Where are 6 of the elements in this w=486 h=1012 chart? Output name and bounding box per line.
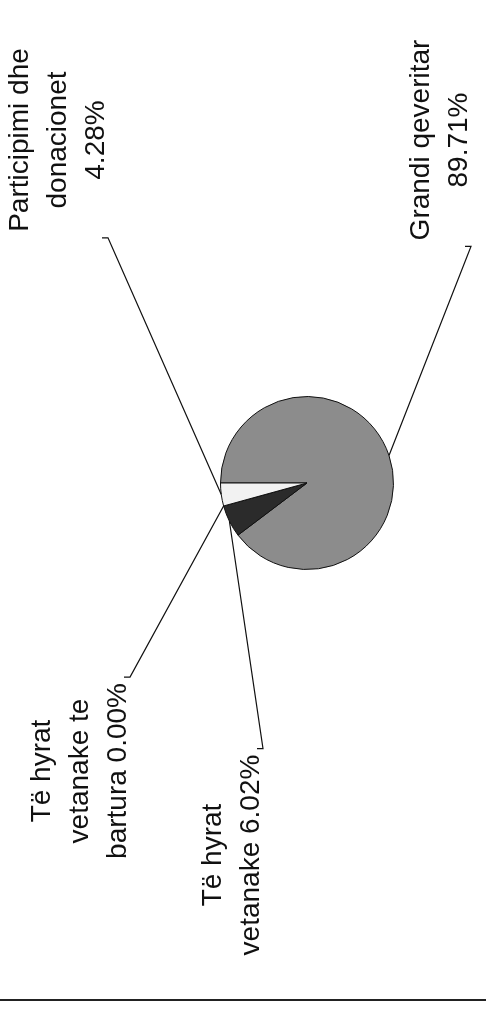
- category-label: Të hyrat vetanake te bartura 0.00%: [24, 683, 132, 859]
- slice-label: Grandi qeveritar: [403, 39, 435, 241]
- data-label: 89.71%: [441, 92, 473, 188]
- slice-label: Të hyrat vetanake 6.02%: [195, 754, 265, 956]
- data-label: 4.28%: [78, 100, 110, 180]
- slice-label: Participimi dhe donacionet: [2, 48, 72, 232]
